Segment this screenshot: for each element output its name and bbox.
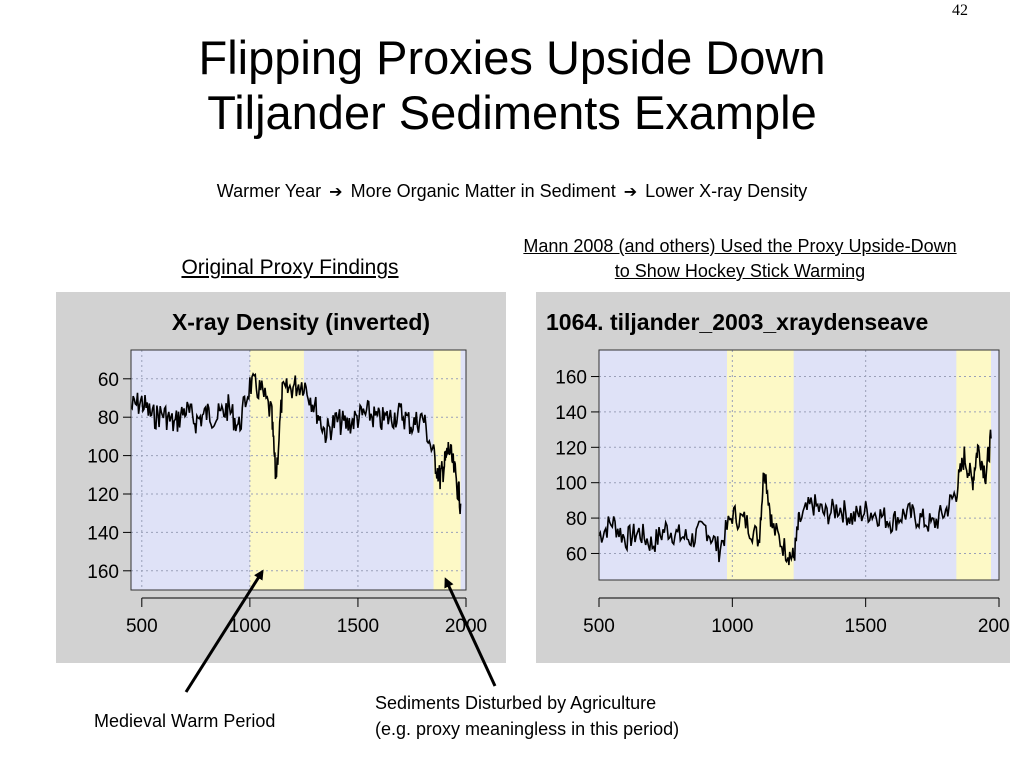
left-chart: X-ray Density (inverted) 60 80 100 120 140 160… [87, 309, 487, 637]
y-tick-label: 80 [566, 509, 587, 530]
chart-title: X-ray Density (inverted) [172, 309, 430, 335]
right-chart: 1064. tiljander_2003_xraydenseave 60 80 100… [546, 309, 1010, 637]
right-arrow-icon: ➔ [329, 184, 343, 201]
x-tick-label: 1000 [229, 616, 271, 637]
left-chart-panel: X-ray Density (inverted) 60 80 100 120 140 160… [56, 292, 506, 663]
y-tick-label: 140 [87, 523, 119, 544]
plot-frame [130, 349, 467, 591]
title-line-2: Tiljander Sediments Example [207, 86, 817, 139]
y-tick-label: 120 [555, 438, 587, 459]
y-tick-label: 120 [87, 485, 119, 506]
right-chart-panel: 1064. tiljander_2003_xraydenseave 60 80 100… [536, 292, 1010, 663]
y-tick-label: 60 [566, 544, 587, 565]
series-line [598, 429, 992, 566]
y-tick-label: 100 [555, 474, 587, 495]
plot-frame [598, 349, 1000, 581]
agriculture-arrow [444, 577, 497, 687]
series-line [130, 372, 462, 515]
x-tick-label: 500 [126, 616, 158, 637]
x-tick-label: 1000 [711, 616, 753, 637]
chart-title: 1064. tiljander_2003_xraydenseave [546, 309, 928, 335]
slide-title: Flipping Proxies Upside Down Tiljander S… [0, 30, 1024, 140]
right-chart-caption: Mann 2008 (and others) Used the Proxy Up… [450, 234, 1024, 284]
y-tick-label: 100 [87, 447, 119, 468]
x-tick-label: 500 [583, 616, 615, 637]
plot-area [599, 350, 999, 580]
y-tick-label: 160 [555, 368, 587, 389]
slide-number: 42 [952, 2, 968, 19]
y-tick-label: 80 [98, 408, 119, 429]
x-tick-label: 1500 [845, 616, 887, 637]
right-caption-line-2: to Show Hockey Stick Warming [614, 261, 866, 281]
right-caption-line-1: Mann 2008 (and others) Used the Proxy Up… [523, 236, 957, 256]
y-tick-label: 140 [555, 403, 587, 424]
subtitle-part-1: Warmer Year [216, 181, 322, 201]
subtitle-part-3: Lower X-ray Density [645, 181, 808, 201]
y-tick-label: 160 [87, 562, 119, 583]
medieval-arrow [184, 569, 264, 693]
agriculture-label-line-1: Sediments Disturbed by Agriculture [375, 693, 657, 713]
x-tick-label: 2000 [978, 616, 1010, 637]
agriculture-label-line-2: (e.g. proxy meaningless in this period) [375, 719, 680, 739]
agriculture-label: Sediments Disturbed by Agriculture (e.g.… [375, 690, 679, 742]
title-line-1: Flipping Proxies Upside Down [198, 31, 826, 84]
x-tick-label: 1500 [337, 616, 379, 637]
subtitle-part-2: More Organic Matter in Sediment [350, 181, 616, 201]
right-arrow-icon: ➔ [623, 184, 638, 201]
y-tick-label: 60 [98, 370, 119, 391]
left-chart-caption: Original Proxy Findings [181, 256, 399, 279]
subtitle: Warmer Year ➔ More Organic Matter in Sed… [0, 181, 1024, 202]
medieval-warm-period-label: Medieval Warm Period [94, 711, 276, 731]
